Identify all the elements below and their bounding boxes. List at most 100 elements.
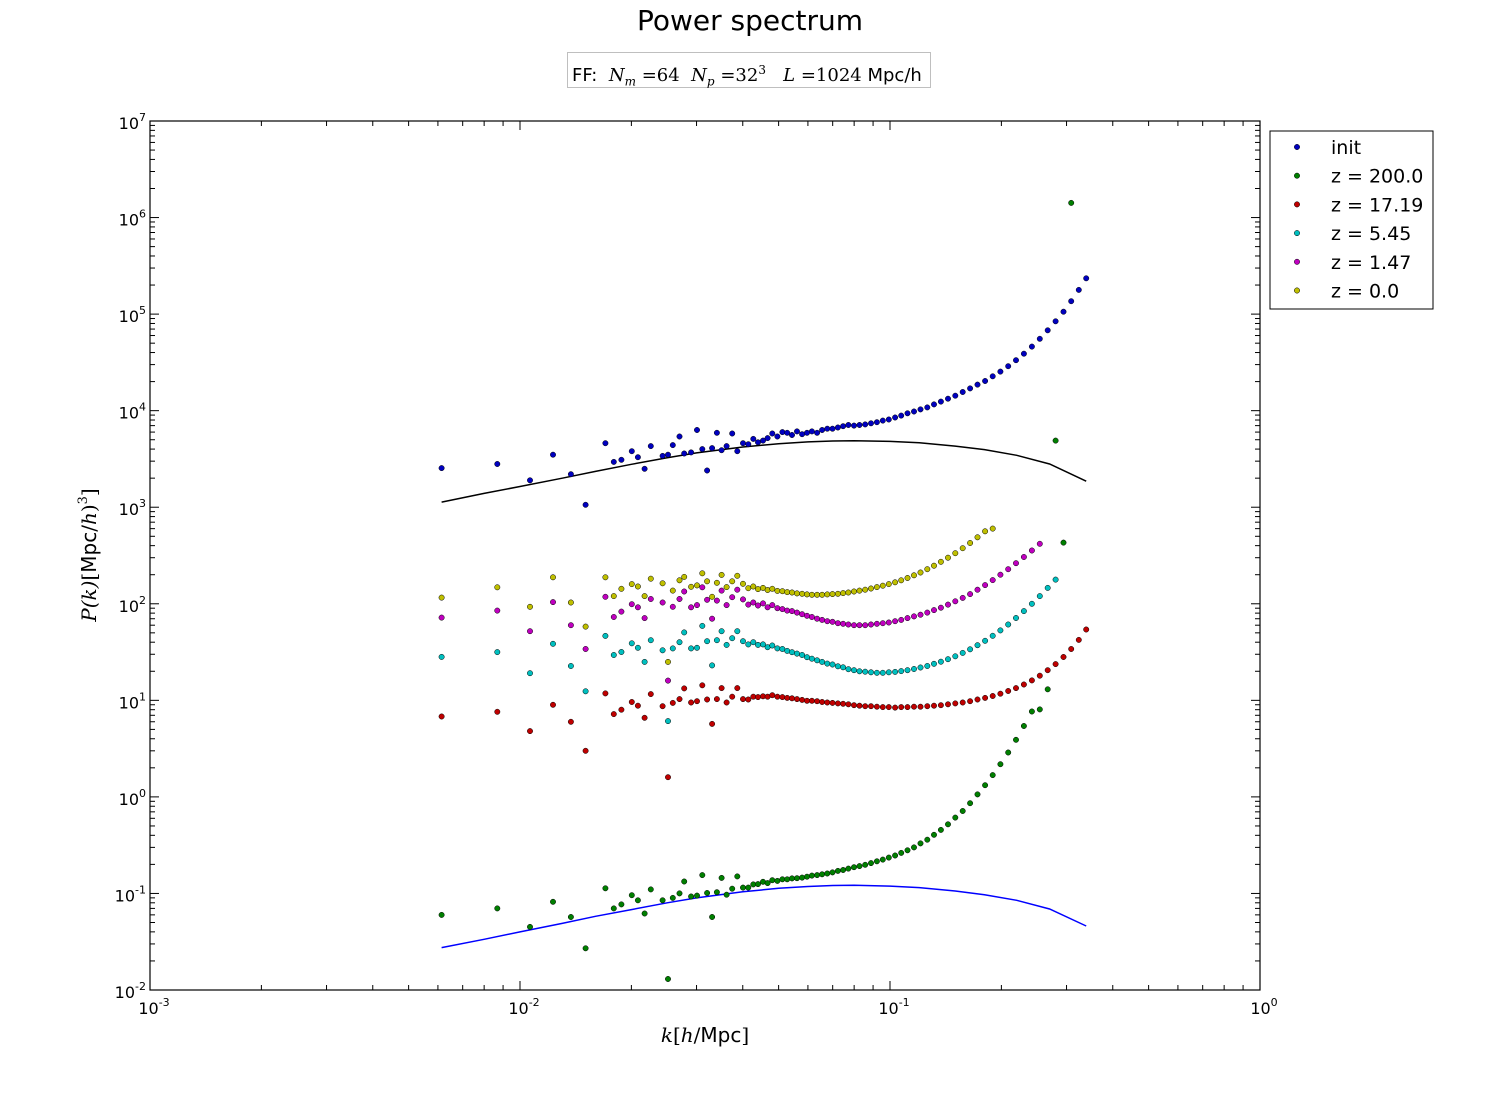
data-point (834, 663, 841, 670)
chart-title: Power spectrum (636, 4, 864, 37)
data-point (774, 693, 781, 700)
data-point (610, 711, 617, 718)
data-point (610, 905, 617, 912)
data-point (819, 871, 826, 878)
data-point (688, 699, 695, 706)
data-point (1036, 706, 1043, 713)
data-point (669, 699, 676, 706)
legend-entry: z = 5.45 (1294, 223, 1411, 245)
data-point (931, 562, 937, 569)
data-point (704, 890, 711, 896)
data-point (1020, 681, 1027, 688)
data-point (634, 604, 641, 611)
data-point (1075, 636, 1082, 643)
legend-marker (1294, 172, 1300, 179)
data-point (704, 638, 711, 645)
data-point (829, 869, 836, 876)
data-point (659, 703, 666, 710)
data-point (628, 448, 635, 455)
data-point (904, 615, 911, 622)
data-point (911, 666, 917, 672)
data-point (862, 421, 869, 428)
data-point (904, 575, 911, 581)
data-point (794, 696, 800, 703)
data-point (1020, 554, 1027, 560)
data-point (527, 603, 533, 610)
data-point (709, 615, 716, 622)
x-tick-label: 100 (1250, 996, 1277, 1018)
data-point (659, 599, 666, 606)
data-point (769, 602, 776, 609)
data-point (745, 884, 752, 891)
legend-label: z = 0.0 (1331, 281, 1399, 303)
data-point (911, 613, 917, 620)
data-point (699, 682, 706, 689)
data-point (819, 699, 826, 705)
data-point (760, 641, 766, 648)
data-point (789, 695, 795, 702)
legend-label: z = 200.0 (1331, 166, 1423, 188)
data-point (734, 685, 741, 692)
data-point (734, 873, 741, 880)
data-point (799, 696, 806, 703)
data-point (618, 456, 625, 463)
data-point (769, 642, 776, 649)
data-point (602, 690, 609, 697)
data-point (952, 550, 959, 557)
data-point (982, 582, 989, 589)
legend-marker (1294, 144, 1300, 150)
data-point (824, 870, 831, 877)
data-point (755, 881, 761, 888)
data-point (527, 670, 533, 677)
data-point (1028, 677, 1035, 684)
data-point (669, 587, 676, 594)
data-point (819, 427, 826, 433)
y-tick-label: 107 (119, 111, 146, 133)
data-point (974, 381, 981, 388)
subtitle-nm-value: 64 (656, 65, 680, 86)
data-point (804, 654, 810, 661)
data-point (892, 704, 899, 711)
data-point (892, 579, 899, 586)
data-point (924, 404, 931, 411)
data-point (937, 558, 944, 565)
data-point (834, 620, 841, 627)
data-point (550, 599, 556, 606)
data-point (789, 432, 795, 438)
data-point (924, 703, 931, 710)
data-point (659, 580, 666, 587)
data-point (789, 875, 795, 882)
data-point (989, 632, 996, 639)
data-point (676, 890, 683, 897)
data-point (527, 628, 533, 635)
data-point (851, 622, 857, 629)
y-tick-label: 104 (119, 401, 146, 423)
data-point (709, 445, 716, 452)
data-point (967, 646, 974, 653)
data-point (647, 443, 654, 450)
data-point (1075, 286, 1082, 293)
data-point (1013, 736, 1019, 743)
data-point (729, 594, 736, 601)
data-point (997, 690, 1004, 697)
data-point (688, 583, 695, 590)
data-point (829, 591, 836, 598)
data-point (834, 700, 841, 707)
data-point (1052, 437, 1059, 444)
data-point (723, 699, 730, 706)
data-point (868, 420, 874, 427)
data-point (808, 697, 815, 704)
data-point (937, 658, 944, 665)
data-point (840, 620, 847, 627)
data-point (745, 585, 752, 592)
data-point (898, 412, 905, 419)
data-point (814, 872, 821, 879)
data-point (734, 586, 741, 593)
data-point (755, 586, 761, 593)
legend-label: init (1331, 137, 1361, 159)
data-point (634, 897, 641, 904)
data-point (602, 574, 609, 581)
data-point (862, 861, 869, 868)
subtitle-np-symbol: Np (691, 65, 715, 89)
data-point (641, 714, 648, 721)
